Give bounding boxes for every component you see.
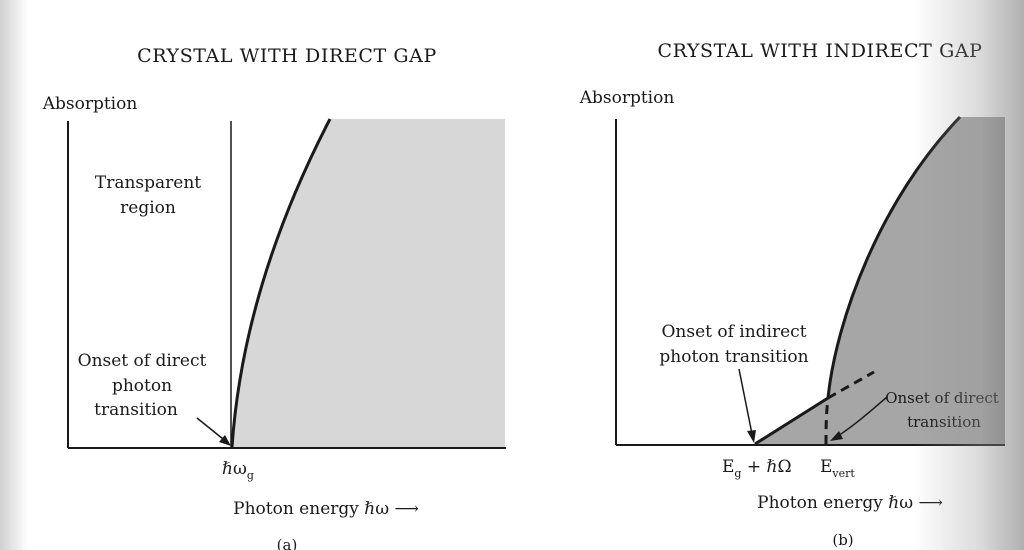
panel-a-absorption-curve — [230, 118, 332, 448]
panel-b-x-tick-eg: Eg + ℏΩ — [722, 457, 792, 480]
panel-a-y-axis-label: Absorption — [42, 94, 138, 114]
panel-a-x-tick: ℏωg — [222, 459, 254, 482]
panel-a-transparent-label-2: region — [120, 198, 176, 218]
panel-a-absorption-region — [232, 119, 505, 447]
panel-a: CRYSTAL WITH DIRECT GAP Absorption Trans… — [42, 45, 506, 550]
panel-b-indirect-label-2: photon transition — [659, 347, 808, 367]
panel-a-x-axis-label: Photon energy ℏω ⟶ — [233, 499, 419, 519]
panel-a-transparent-label-1: Transparent — [95, 173, 201, 193]
page-edge-shadow — [0, 0, 28, 550]
panel-a-title: CRYSTAL WITH DIRECT GAP — [137, 45, 437, 67]
panel-b-indirect-arrowhead — [747, 430, 756, 443]
panel-b-x-axis-label: Photon energy ℏω ⟶ — [757, 493, 943, 513]
panel-a-onset-label-3: transition — [94, 400, 178, 420]
panel-a-onset-label-1: Onset of direct — [78, 351, 207, 371]
panel-b-indirect-curve — [754, 396, 829, 446]
panel-b-caption: (b) — [832, 531, 853, 549]
panel-b-direct-label-2: transition — [907, 413, 981, 431]
panel-b-direct-dashed-onset — [824, 397, 830, 445]
panel-a-onset-arrowhead — [219, 435, 231, 446]
panel-b-x-tick-evert: Evert — [820, 457, 855, 480]
panel-b-direct-label-1: Onset of direct — [885, 389, 999, 407]
panel-a-onset-label-2: photon — [112, 376, 172, 396]
panel-b: CRYSTAL WITH INDIRECT GAP Absorption Ons… — [579, 40, 1005, 549]
panel-b-indirect-arrow — [738, 368, 753, 435]
panel-b-title: CRYSTAL WITH INDIRECT GAP — [657, 40, 982, 62]
panel-a-caption: (a) — [277, 536, 298, 550]
panel-b-y-axis-label: Absorption — [579, 88, 675, 108]
panel-b-indirect-dashed-continuation — [827, 370, 875, 400]
panel-b-direct-arrow — [837, 396, 888, 437]
panel-b-direct-arrowhead — [830, 431, 843, 441]
panel-b-indirect-label-1: Onset of indirect — [661, 322, 806, 342]
